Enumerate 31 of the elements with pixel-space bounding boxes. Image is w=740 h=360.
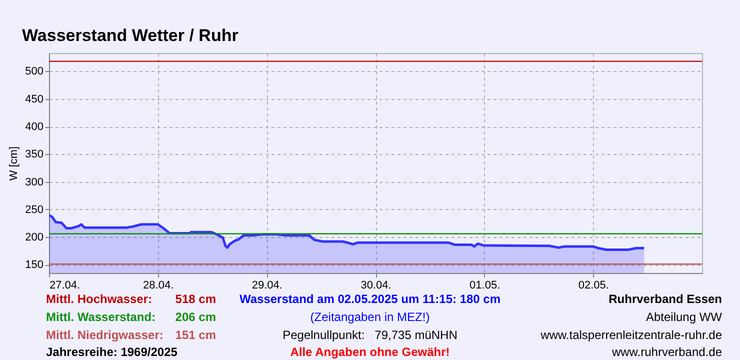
y-tick-label: 350 (25, 148, 44, 161)
ref-line-label: Mittl. Niedrigwasser: (46, 328, 164, 342)
x-tick-label: 29.04. (252, 280, 282, 292)
text: Jahresreihe: 1969/2025 (46, 345, 178, 359)
y-tick-label: 150 (25, 259, 44, 272)
text: Abteilung WW (646, 310, 722, 324)
x-tick-label: 30.04. (360, 280, 392, 292)
text: Pegelnullpunkt: 79,735 müNHN (282, 328, 458, 342)
text: 151 cm (175, 328, 216, 342)
text: Ruhrverband Essen (608, 292, 722, 306)
text: Alle Angaben ohne Gewähr! (290, 345, 450, 359)
ref-line-label: Mittl. Wasserstand: (46, 310, 156, 324)
text: www.talsperrenleitzentrale-ruhr.de (540, 328, 722, 342)
y-tick-label: 300 (25, 176, 44, 188)
x-tick-label: 01.05. (470, 280, 500, 292)
y-tick-label: 250 (25, 204, 44, 216)
x-tick-label: 27.04. (50, 280, 80, 292)
text: Wasserstand am 02.05.2025 um 11:15: 180 cm (239, 292, 501, 306)
text: 518 cm (175, 292, 216, 306)
y-tick-label: 200 (25, 232, 44, 244)
ref-line-label: Mittl. Hochwasser: (46, 292, 152, 306)
y-tick-label: 450 (25, 93, 44, 106)
text: (Zeitangaben in MEZ!) (310, 310, 430, 324)
chart-title: Wasserstand Wetter / Ruhr (22, 26, 239, 45)
text: 206 cm (175, 310, 216, 324)
y-tick-label: 500 (25, 66, 44, 78)
x-tick-label: 28.04. (143, 280, 174, 292)
y-axis-title: W [cm] (8, 146, 20, 181)
text: www.ruhrverband.de (612, 345, 722, 359)
x-tick-label: 02.05. (578, 280, 609, 292)
y-tick-label: 400 (25, 121, 44, 134)
